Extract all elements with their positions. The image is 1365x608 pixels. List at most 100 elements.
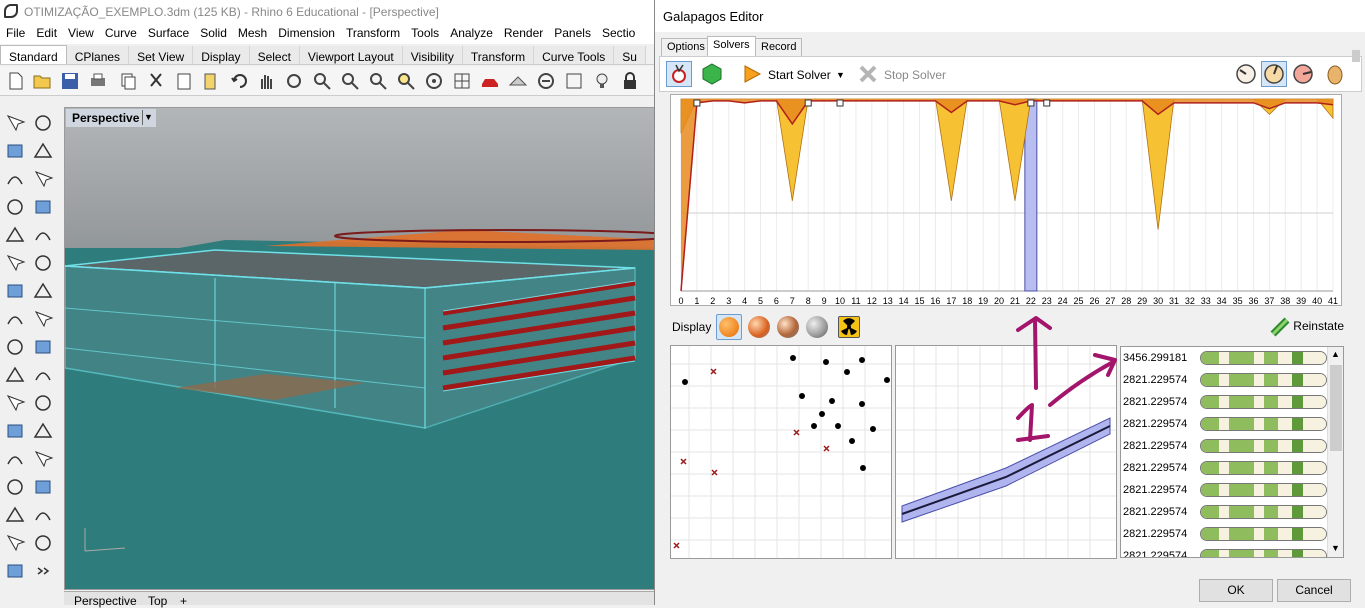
polyline-icon[interactable] bbox=[4, 140, 26, 162]
fitness-list-item[interactable]: 2821.229574 bbox=[1121, 435, 1329, 457]
menu-item-1[interactable]: Edit bbox=[36, 26, 58, 40]
tab-solvers[interactable]: Solvers bbox=[707, 36, 756, 57]
grid-cube-icon[interactable] bbox=[564, 71, 584, 91]
add-viewport-tab-icon[interactable]: + bbox=[180, 594, 188, 608]
stop-solver-button[interactable]: Stop Solver bbox=[884, 68, 947, 82]
perspective-viewport[interactable] bbox=[64, 107, 660, 590]
ellipse-icon[interactable] bbox=[32, 168, 54, 190]
tab-record[interactable]: Record bbox=[755, 38, 803, 56]
menu-item-3[interactable]: Curve bbox=[104, 26, 137, 40]
speed-slow-icon[interactable] bbox=[1235, 63, 1257, 85]
mesh-icon[interactable] bbox=[32, 308, 54, 330]
explode-icon[interactable] bbox=[32, 336, 54, 358]
menu-item-7[interactable]: Dimension bbox=[278, 26, 335, 40]
menu-item-2[interactable]: View bbox=[68, 26, 94, 40]
lock-icon[interactable] bbox=[620, 71, 640, 91]
menu-item-0[interactable]: File bbox=[6, 26, 26, 40]
open-folder-icon[interactable] bbox=[32, 71, 52, 91]
start-solver-dropdown-icon[interactable]: ▼ bbox=[836, 70, 845, 80]
speed-fast-icon[interactable] bbox=[1292, 63, 1314, 85]
sphere-icon[interactable] bbox=[32, 280, 54, 302]
surface-icon[interactable] bbox=[4, 252, 26, 274]
toolbar-tab-5[interactable]: Viewport Layout bbox=[299, 46, 403, 64]
reinstate-button[interactable]: Reinstate bbox=[1293, 319, 1344, 333]
menu-item-10[interactable]: Analyze bbox=[450, 26, 493, 40]
arc-icon[interactable] bbox=[4, 196, 26, 218]
undo-icon[interactable] bbox=[230, 71, 250, 91]
polygon-icon[interactable] bbox=[4, 224, 26, 246]
plane-icon[interactable] bbox=[508, 71, 528, 91]
rotate-view-icon[interactable] bbox=[284, 71, 304, 91]
fitness-list-item[interactable]: 2821.229574 bbox=[1121, 501, 1329, 523]
fitness-list-item[interactable]: 2821.229574 bbox=[1121, 457, 1329, 479]
menu-item-5[interactable]: Solid bbox=[200, 26, 227, 40]
genetic-solver-icon[interactable] bbox=[666, 61, 692, 87]
fitness-list-item[interactable]: 2821.229574 bbox=[1121, 479, 1329, 501]
select-arrow-icon[interactable] bbox=[4, 112, 26, 134]
orb-mixed-icon[interactable] bbox=[777, 316, 799, 338]
fitness-list-scroll-thumb[interactable] bbox=[1330, 365, 1342, 451]
viewport-title[interactable]: Perspective ▼ bbox=[66, 109, 156, 127]
scroll-up-icon[interactable]: ▲ bbox=[1331, 349, 1340, 359]
curve-icon[interactable] bbox=[32, 140, 54, 162]
toolbar-tab-7[interactable]: Transform bbox=[462, 46, 535, 64]
split-icon[interactable] bbox=[32, 364, 54, 386]
orb-orange-grey-icon[interactable] bbox=[748, 316, 770, 338]
zoom-icon[interactable] bbox=[312, 71, 332, 91]
toolbar-tab-1[interactable]: CPlanes bbox=[66, 46, 130, 64]
stop-icon[interactable] bbox=[858, 64, 878, 84]
zoom-selected-icon[interactable] bbox=[396, 71, 416, 91]
array-icon[interactable] bbox=[4, 476, 26, 498]
print-icon[interactable] bbox=[88, 71, 108, 91]
fitness-list-item[interactable]: 2821.229574 bbox=[1121, 413, 1329, 435]
annealing-solver-icon[interactable] bbox=[700, 62, 724, 86]
radiation-icon[interactable] bbox=[838, 316, 860, 338]
zoom-extents-icon[interactable] bbox=[368, 71, 388, 91]
boolean-icon[interactable] bbox=[4, 392, 26, 414]
toolbar-tab-0[interactable]: Standard bbox=[0, 45, 67, 64]
play-icon[interactable] bbox=[742, 64, 762, 84]
block-icon[interactable] bbox=[4, 504, 26, 526]
fitness-list-item[interactable]: 3456.299181 bbox=[1121, 347, 1329, 369]
hatch-icon[interactable] bbox=[32, 504, 54, 526]
scroll-down-icon[interactable]: ▼ bbox=[1331, 543, 1340, 553]
dimension-icon[interactable] bbox=[32, 448, 54, 470]
tab-options[interactable]: Options bbox=[661, 38, 711, 56]
menu-item-8[interactable]: Transform bbox=[345, 26, 401, 40]
extrude-icon[interactable] bbox=[32, 252, 54, 274]
transform-icon[interactable] bbox=[32, 476, 54, 498]
orb-grey-icon[interactable] bbox=[806, 316, 828, 338]
fitness-list-scrollbar[interactable]: ▲ ▼ bbox=[1327, 347, 1343, 557]
cylinder-icon[interactable] bbox=[4, 308, 26, 330]
material-icon[interactable] bbox=[4, 560, 26, 582]
display-mode-1-button[interactable] bbox=[716, 314, 742, 340]
chart-scroll-icon[interactable] bbox=[1352, 50, 1360, 62]
fitness-list-item[interactable]: 2821.229574 bbox=[1121, 369, 1329, 391]
egg-icon[interactable] bbox=[1326, 63, 1344, 85]
fillet-icon[interactable] bbox=[32, 224, 54, 246]
car-icon[interactable] bbox=[480, 71, 500, 91]
point-icon[interactable] bbox=[32, 112, 54, 134]
circle-icon[interactable] bbox=[4, 168, 26, 190]
cut-icon[interactable] bbox=[146, 71, 166, 91]
paste-icon[interactable] bbox=[174, 71, 194, 91]
rotate-icon[interactable] bbox=[32, 420, 54, 442]
zoom-window-icon[interactable] bbox=[340, 71, 360, 91]
house-icon[interactable] bbox=[32, 532, 54, 554]
new-file-icon[interactable] bbox=[6, 71, 26, 91]
menu-item-6[interactable]: Mesh bbox=[237, 26, 268, 40]
toolbar-tab-2[interactable]: Set View bbox=[129, 46, 194, 64]
offset-icon[interactable] bbox=[4, 420, 26, 442]
light-bulb-icon[interactable] bbox=[592, 71, 612, 91]
fitness-list-item[interactable]: 2821.229574 bbox=[1121, 523, 1329, 545]
save-icon[interactable] bbox=[60, 71, 80, 91]
target-icon[interactable] bbox=[424, 71, 444, 91]
menu-item-12[interactable]: Panels bbox=[554, 26, 591, 40]
viewport-tab-top[interactable]: Top bbox=[148, 594, 168, 608]
layout-grid-icon[interactable] bbox=[4, 532, 26, 554]
toolbar-tab-8[interactable]: Curve Tools bbox=[534, 46, 615, 64]
toolbar-tab-9[interactable]: Su bbox=[614, 46, 646, 64]
fitness-list-item[interactable]: 2821.229574 bbox=[1121, 545, 1329, 557]
toolbar-tab-4[interactable]: Select bbox=[249, 46, 300, 64]
clipboard-icon[interactable] bbox=[200, 71, 220, 91]
